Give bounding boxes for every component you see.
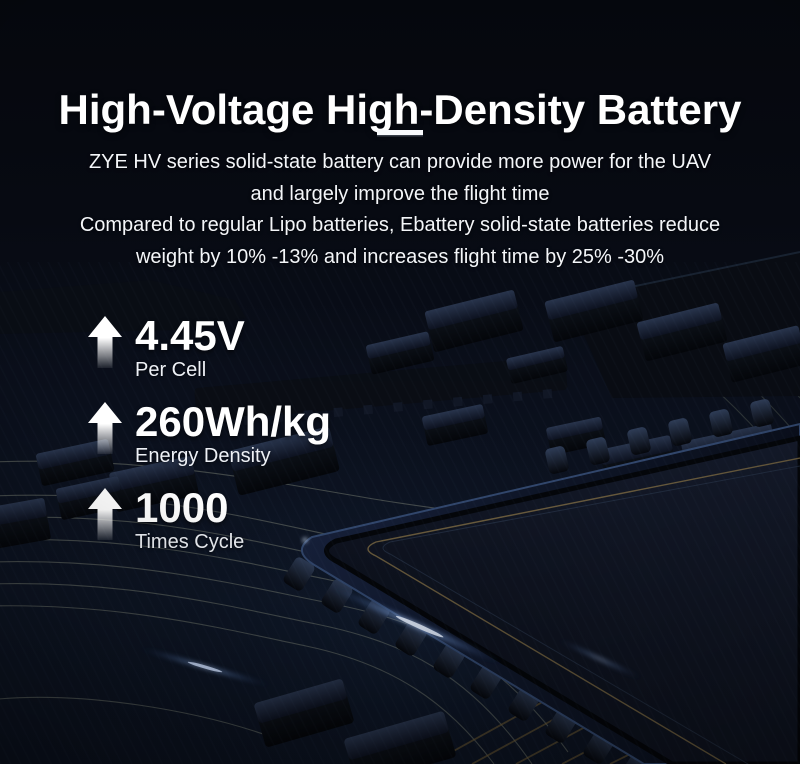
intro-line: and largely improve the flight time (250, 182, 550, 205)
background-ic-bar (194, 356, 568, 428)
stat-label: Times Cycle (135, 531, 245, 553)
lens-flare-trace-left (139, 647, 271, 687)
stat-text: 4.45V Per Cell (135, 312, 245, 382)
stats-list: 4.45V Per Cell 260Wh/kg Energy Density 1… (88, 312, 332, 574)
cpu-chip (283, 399, 800, 764)
stat-text: 1000 Times Cycle (135, 484, 245, 554)
up-arrow-icon (88, 402, 122, 454)
stat-label: Per Cell (135, 359, 207, 381)
up-arrow-icon (88, 488, 122, 540)
stat-value: 4.45V (135, 312, 245, 359)
stat-value: 1000 (135, 484, 229, 531)
stat-item-times-cycle: 1000 Times Cycle (88, 484, 331, 554)
intro-line: weight by 10% -13% and increases flight … (135, 246, 665, 269)
stat-item-per-cell: 4.45V Per Cell (88, 312, 331, 382)
stat-text: 260Wh/kg Energy Density (135, 398, 332, 468)
stat-item-energy-density: 260Wh/kg Energy Density (88, 398, 332, 468)
intro-text: ZYE HV series solid-state battery can pr… (0, 147, 800, 274)
lens-flare-rim (329, 586, 503, 664)
intro-line: Compared to regular Lipo batteries, Ebat… (79, 214, 721, 237)
stat-label: Energy Density (135, 445, 271, 467)
title-divider (377, 130, 423, 135)
page-title: High-Voltage High-Density Battery (58, 86, 742, 134)
lens-flare-trace-right (558, 639, 642, 679)
stat-value: 260Wh/kg (135, 398, 332, 445)
up-arrow-icon (88, 316, 122, 368)
intro-line: ZYE HV series solid-state battery can pr… (88, 151, 712, 173)
